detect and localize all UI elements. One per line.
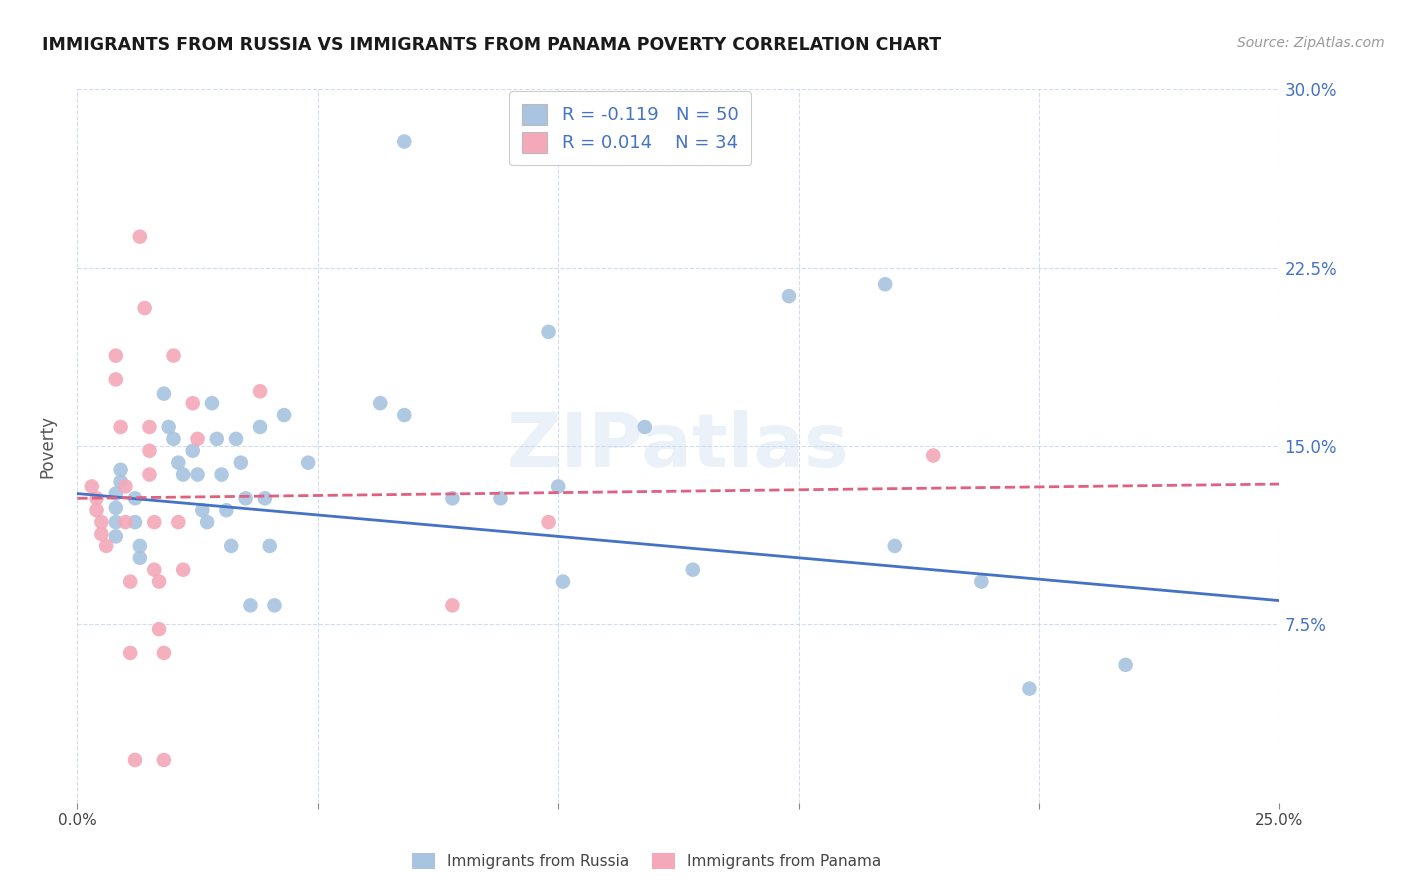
Point (205, 432, 228, 446)
Point (489, 491, 512, 506)
Text: ZIPatlas: ZIPatlas (508, 409, 849, 483)
Point (110, 420, 132, 434)
Point (187, 467, 209, 482)
Point (128, 229, 150, 244)
Point (114, 515, 136, 529)
Point (263, 599, 285, 613)
Point (368, 396, 391, 410)
Point (253, 491, 276, 506)
Point (441, 599, 464, 613)
Point (634, 420, 657, 434)
Point (249, 384, 271, 399)
Point (120, 574, 142, 589)
Point (153, 646, 176, 660)
Point (114, 479, 136, 493)
Point (172, 467, 194, 482)
Text: Source: ZipAtlas.com: Source: ZipAtlas.com (1237, 36, 1385, 50)
Y-axis label: Poverty: Poverty (38, 415, 56, 477)
Point (86, 491, 108, 506)
Point (104, 529, 127, 543)
Point (124, 753, 146, 767)
Point (167, 515, 190, 529)
Point (104, 349, 127, 363)
Point (181, 396, 204, 410)
Legend: Immigrants from Russia, Immigrants from Panama: Immigrants from Russia, Immigrants from … (406, 847, 887, 875)
Point (148, 622, 170, 636)
Point (143, 563, 166, 577)
Point (86, 503, 108, 517)
Point (96, 539, 118, 553)
Point (259, 539, 281, 553)
Point (875, 277, 897, 292)
Point (138, 420, 160, 434)
Point (537, 515, 560, 529)
Point (273, 408, 295, 422)
Point (90, 515, 112, 529)
Point (225, 432, 247, 446)
Point (148, 574, 170, 589)
Point (297, 456, 319, 470)
Point (104, 515, 127, 529)
Point (90, 527, 112, 541)
Point (110, 475, 132, 489)
Point (157, 420, 180, 434)
Point (1018, 681, 1040, 696)
Point (1115, 657, 1137, 672)
Text: IMMIGRANTS FROM RUSSIA VS IMMIGRANTS FROM PANAMA POVERTY CORRELATION CHART: IMMIGRANTS FROM RUSSIA VS IMMIGRANTS FRO… (42, 36, 941, 54)
Point (778, 289, 800, 303)
Point (162, 349, 184, 363)
Point (104, 500, 127, 515)
Point (80, 479, 103, 493)
Point (537, 325, 560, 339)
Point (201, 396, 224, 410)
Point (229, 456, 252, 470)
Point (143, 515, 166, 529)
Point (110, 463, 132, 477)
Point (128, 550, 150, 565)
Point (120, 646, 142, 660)
Point (124, 491, 146, 506)
Point (211, 467, 233, 482)
Point (394, 135, 416, 149)
Point (153, 753, 176, 767)
Point (394, 408, 416, 422)
Point (682, 563, 704, 577)
Point (883, 539, 905, 553)
Point (134, 301, 156, 315)
Point (551, 574, 574, 589)
Legend: R = -0.119   N = 50, R = 0.014    N = 34: R = -0.119 N = 50, R = 0.014 N = 34 (509, 91, 751, 165)
Point (195, 515, 218, 529)
Point (235, 491, 257, 506)
Point (970, 574, 993, 589)
Point (239, 599, 262, 613)
Point (167, 456, 190, 470)
Point (181, 443, 204, 458)
Point (128, 539, 150, 553)
Point (219, 539, 242, 553)
Point (162, 432, 184, 446)
Point (187, 432, 209, 446)
Point (249, 420, 271, 434)
Point (215, 503, 238, 517)
Point (153, 386, 176, 401)
Point (547, 479, 569, 493)
Point (138, 467, 160, 482)
Point (172, 563, 194, 577)
Point (922, 449, 945, 463)
Point (441, 491, 464, 506)
Point (124, 515, 146, 529)
Point (138, 443, 160, 458)
Point (191, 503, 214, 517)
Point (104, 486, 127, 500)
Point (104, 372, 127, 386)
